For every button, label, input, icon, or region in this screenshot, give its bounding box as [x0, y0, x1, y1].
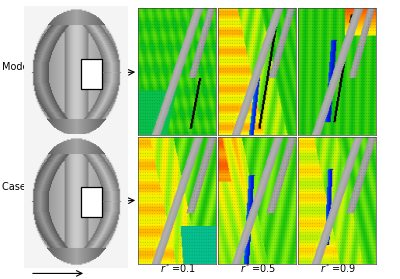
Text: Flow direction: Flow direction: [26, 251, 90, 259]
Text: $r^*$=0.1: $r^*$=0.1: [160, 261, 196, 275]
Text: Case 4: Case 4: [2, 182, 35, 192]
Text: Model: Model: [2, 62, 31, 72]
Bar: [81, 59, 102, 89]
Text: Rotation: Rotation: [32, 187, 40, 225]
Text: $r^*$=0.5: $r^*$=0.5: [240, 261, 276, 275]
Text: $r^*$=0.9: $r^*$=0.9: [320, 261, 356, 275]
Bar: [81, 187, 102, 217]
